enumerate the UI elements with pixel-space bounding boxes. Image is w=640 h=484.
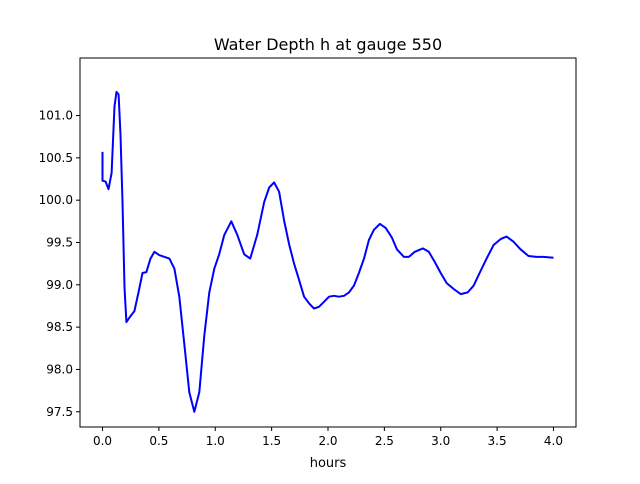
y-tick-label: 98.5 bbox=[46, 320, 73, 334]
y-tick-label: 99.5 bbox=[46, 236, 73, 250]
x-tick-label: 1.0 bbox=[206, 434, 225, 448]
y-tick-label: 100.5 bbox=[39, 151, 73, 165]
y-tick-label: 98.0 bbox=[46, 362, 73, 376]
x-tick-label: 3.0 bbox=[431, 434, 450, 448]
x-tick-label: 2.0 bbox=[318, 434, 337, 448]
y-tick-label: 101.0 bbox=[39, 109, 73, 123]
x-tick-label: 4.0 bbox=[544, 434, 563, 448]
plot-frame bbox=[79, 57, 577, 428]
series-line-h bbox=[101, 90, 554, 413]
x-axis-label: hours bbox=[310, 456, 347, 471]
y-axis: 97.5 98.0 98.5 99.0 99.5 100.0 100.5 101.0 bbox=[39, 109, 80, 419]
y-tick-label: 100.0 bbox=[39, 193, 73, 207]
x-tick-label: 1.5 bbox=[262, 434, 281, 448]
chart-title: Water Depth h at gauge 550 bbox=[214, 35, 442, 54]
x-tick-label: 0.0 bbox=[93, 434, 112, 448]
y-tick-label: 99.0 bbox=[46, 278, 73, 292]
x-tick-label: 0.5 bbox=[149, 434, 168, 448]
x-tick-label: 3.5 bbox=[488, 434, 507, 448]
y-tick-label: 97.5 bbox=[46, 405, 73, 419]
x-axis: 0.0 0.5 1.0 1.5 2.0 2.5 3.0 3.5 4.0 bbox=[93, 427, 563, 448]
x-tick-label: 2.5 bbox=[375, 434, 394, 448]
